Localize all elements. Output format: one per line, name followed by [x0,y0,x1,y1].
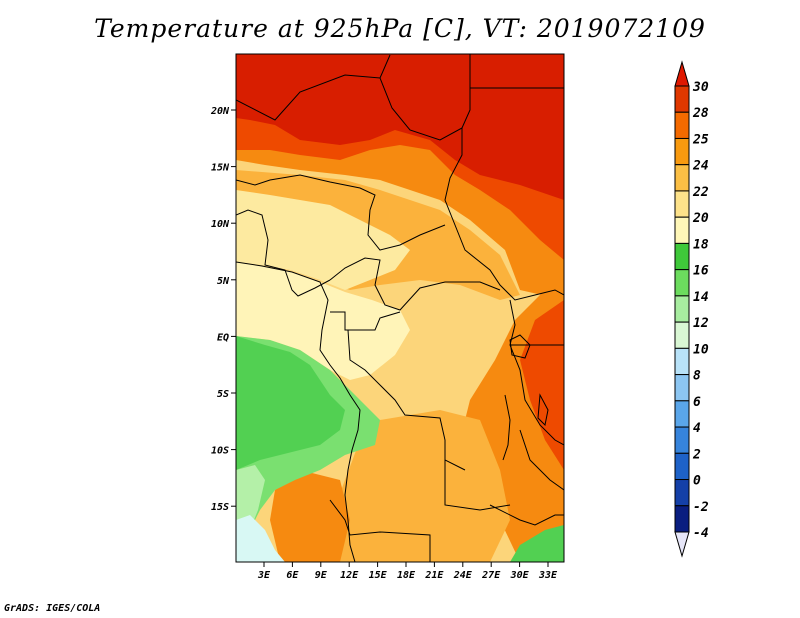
field-east-hot [520,300,564,470]
border-line [379,54,471,141]
temperature-field [236,54,564,562]
lat-tick-label: 10S [211,446,229,457]
chart-title: Temperature at 925hPa [C], VT: 201907210… [94,14,706,43]
colorbar-label: -4 [693,526,709,541]
colorbar-swatch [674,295,690,323]
colorbar-label: 30 [692,80,709,95]
colorbar-overflow-arrow [674,60,690,87]
colorbar-label: 18 [693,237,709,252]
colorbar-label: 4 [693,421,701,436]
colorbar-swatch [674,164,690,192]
lon-tick-label: 27E [481,570,501,581]
colorbar-swatch [674,400,690,428]
lake-outline [502,394,511,461]
longitude-axis: 3E 6E 9E 12E 15E 18E 21E 24E 27E 30E 33E [257,562,558,581]
map-frame [235,53,565,563]
field-south-orange [270,470,350,562]
colorbar-swatch [674,190,690,218]
field-hot-dark [236,54,564,200]
colorbar-label: 2 [692,447,701,462]
colorbar-swatch [674,269,690,297]
colorbar-label: 22 [692,185,709,200]
colorbar-label: 24 [692,159,709,174]
colorbar-swatch [674,374,690,402]
colorbar-label: 8 [693,369,701,384]
latitude-axis: 20N 15N 10N 5N EQ 5S 10S 15S [210,106,236,513]
field-pale-west [236,262,410,380]
field-south-warm [330,410,510,562]
lat-tick-label: 10N [211,219,230,230]
colorbar-label: 28 [692,106,709,121]
lon-tick-label: 6E [286,570,299,581]
border-line [236,54,391,121]
lat-tick-label: 5N [217,276,230,287]
lake-outline [537,393,549,427]
colorbar-label: 6 [693,395,701,410]
country-borders [236,54,564,562]
colorbar-label: 10 [693,342,709,357]
border-line [236,174,446,251]
field-cyan-pale [236,515,285,562]
lon-tick-label: 30E [510,570,530,581]
border-line [330,311,401,331]
colorbar-label: 16 [693,264,709,279]
lat-tick-label: 20N [210,106,230,117]
lon-tick-label: 12E [340,570,359,581]
colorbar-swatch [674,137,690,166]
colorbar-swatch [674,216,690,244]
colorbar-underflow-arrow [674,531,690,558]
lon-tick-label: 9E [315,570,328,581]
colorbar-label: 14 [693,290,709,305]
colorbar-label: 20 [692,211,709,226]
field-green-se [510,525,564,562]
border-line [329,499,431,562]
lat-tick-label: 5S [217,389,229,400]
border-line [489,504,564,526]
colorbar-swatch [674,321,690,349]
lon-tick-label: 21E [424,570,444,581]
colorbar-swatch [674,426,690,454]
colorbar-swatch [674,452,690,481]
border-line [347,329,466,471]
colorbar-swatch [674,242,690,271]
colorbar-swatch [674,85,690,113]
lat-tick-label: EQ [217,332,229,343]
colorbar-label: 25 [692,132,709,147]
colorbar-label: 12 [693,316,709,331]
field-light-west [236,190,410,290]
lon-tick-label: 15E [369,570,388,581]
lon-tick-label: 33E [538,570,558,581]
software-credit: GrADS: IGES/COLA [4,603,101,614]
lat-tick-label: 15S [211,502,229,513]
border-line [329,257,501,311]
coastline [236,261,361,562]
border-line [509,299,564,446]
colorbar-swatch [674,111,690,139]
lon-tick-label: 24E [453,570,473,581]
colorbar-swatch [674,505,690,533]
field-green [236,336,345,470]
border-line [236,209,331,297]
lon-tick-label: 3E [257,570,271,581]
lon-tick-label: 18E [397,570,416,581]
border-line [519,429,564,491]
colorbar-swatch [674,479,690,507]
lake-outline [509,334,531,359]
lat-tick-label: 15N [211,163,230,174]
colorbar-label: 0 [693,474,701,489]
border-line [444,128,564,301]
colorbar-swatch [674,347,690,376]
colorbar-label: -2 [693,500,709,515]
